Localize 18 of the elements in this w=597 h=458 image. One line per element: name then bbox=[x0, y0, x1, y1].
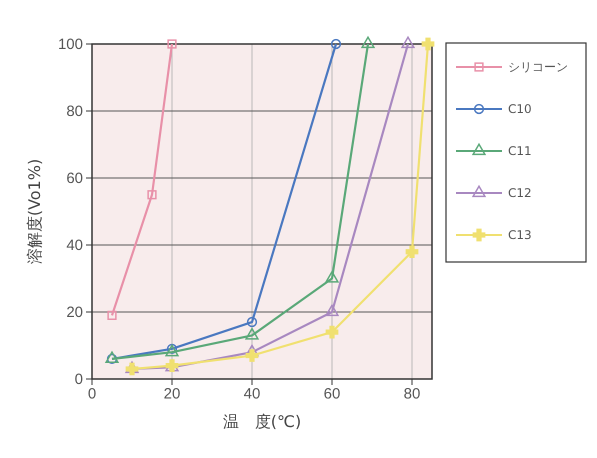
x-tick-label: 0 bbox=[88, 386, 96, 403]
y-tick-label: 0 bbox=[74, 370, 83, 388]
legend-label: C13 bbox=[508, 228, 532, 242]
y-tick-label: 20 bbox=[66, 304, 83, 321]
y-tick-label: 100 bbox=[58, 36, 83, 53]
legend-label: C11 bbox=[508, 144, 532, 158]
legend-label: C10 bbox=[508, 102, 532, 116]
legend-label: C12 bbox=[508, 186, 532, 200]
y-axis-title: 溶解度(Vo1%) bbox=[25, 158, 44, 264]
x-tick-label: 60 bbox=[324, 386, 340, 403]
x-tick-label: 40 bbox=[244, 386, 260, 403]
x-tick-label: 20 bbox=[164, 386, 180, 403]
y-tick-label: 80 bbox=[66, 102, 83, 120]
legend-label: シリコーン bbox=[508, 60, 568, 74]
y-tick-label: 40 bbox=[66, 236, 83, 254]
x-axis-title: 温 度(℃) bbox=[222, 412, 302, 431]
y-tick-label: 60 bbox=[66, 170, 83, 187]
x-tick-label: 80 bbox=[404, 386, 420, 403]
